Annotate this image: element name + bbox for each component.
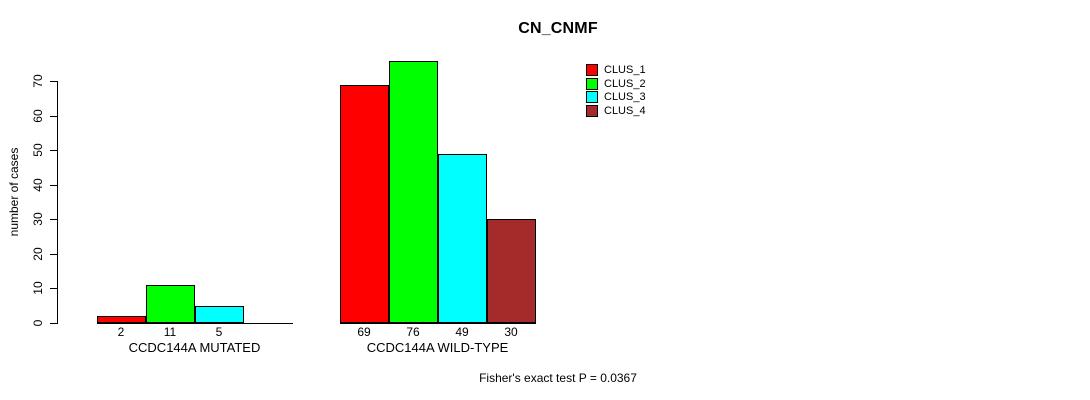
- y-axis-tick-label: 10: [31, 281, 45, 295]
- y-axis-line: [57, 81, 58, 324]
- y-axis-tick: [50, 116, 57, 117]
- bar-value-label: 76: [406, 325, 420, 339]
- clus-3-color-swatch: [586, 91, 598, 103]
- y-axis-tick-label: 0: [31, 319, 45, 327]
- bar-clus_3-wild-type: [437, 154, 487, 323]
- y-axis-tick-label: 50: [31, 143, 45, 157]
- legend-label: CLUS_4: [604, 104, 646, 117]
- bar-value-label: 69: [357, 325, 371, 339]
- plot-title: CN_CNMF: [518, 20, 598, 37]
- group-label: CCDC144A MUTATED: [128, 340, 261, 355]
- legend-label: CLUS_3: [604, 91, 646, 103]
- bar-value-label: 5: [215, 325, 223, 339]
- y-axis-tick-label: 20: [31, 247, 45, 261]
- y-axis-tick-label: 70: [31, 74, 45, 88]
- legend-label: CLUS_2: [604, 77, 646, 90]
- bar-value-label: 11: [163, 325, 177, 339]
- y-axis-tick-label: 60: [31, 109, 45, 123]
- bar-clus_3-mutated: [194, 306, 244, 323]
- y-axis-tick: [50, 150, 57, 151]
- legend-label: CLUS_1: [604, 64, 646, 76]
- fisher-test-annotation: Fisher's exact test P = 0.0367: [479, 371, 637, 385]
- group-baseline: [96, 323, 293, 324]
- y-axis-tick-label: 30: [31, 212, 45, 226]
- y-axis-tick: [50, 254, 57, 255]
- bar-clus_2-mutated: [145, 285, 195, 323]
- bar-value-label: 49: [455, 325, 469, 339]
- clus-1-color-swatch: [586, 64, 598, 76]
- group-label: CCDC144A WILD-TYPE: [366, 340, 509, 355]
- y-axis-tick: [50, 81, 57, 82]
- bar-value-label: 2: [117, 325, 125, 339]
- y-axis-title: number of cases: [7, 147, 21, 237]
- group-baseline: [339, 323, 536, 324]
- y-axis-tick: [50, 323, 57, 324]
- bar-clus_2-wild-type: [388, 61, 438, 323]
- bar-clus_1-wild-type: [339, 85, 389, 323]
- y-axis-tick-label: 40: [31, 178, 45, 192]
- bar-value-label: 30: [504, 325, 518, 339]
- clus-4-color-swatch: [586, 104, 598, 117]
- bar-clus_1-mutated: [96, 316, 146, 323]
- bar-clus_4-wild-type: [486, 219, 536, 323]
- y-axis-tick: [50, 185, 57, 186]
- clus-2-color-swatch: [586, 77, 598, 90]
- y-axis-tick: [50, 288, 57, 289]
- y-axis-tick: [50, 219, 57, 220]
